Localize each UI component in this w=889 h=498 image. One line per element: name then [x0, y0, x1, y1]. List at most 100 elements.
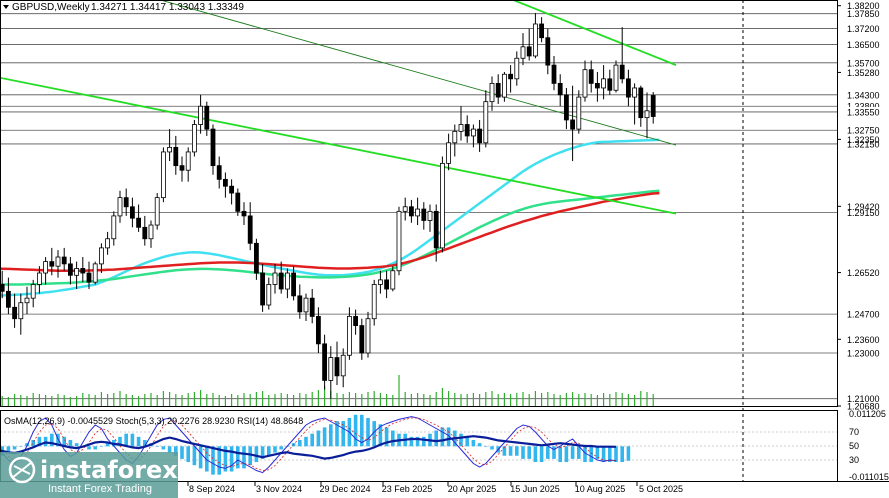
- candle[interactable]: [86, 261, 92, 290]
- candle[interactable]: [123, 188, 129, 216]
- candle[interactable]: [216, 156, 222, 189]
- candle[interactable]: [644, 92, 650, 139]
- candle[interactable]: [173, 135, 179, 175]
- candle[interactable]: [595, 71, 600, 102]
- candle[interactable]: [601, 65, 606, 100]
- candle[interactable]: [384, 270, 390, 299]
- candle[interactable]: [204, 101, 210, 136]
- candle[interactable]: [260, 263, 266, 312]
- candle[interactable]: [470, 124, 476, 148]
- candle[interactable]: [582, 60, 588, 102]
- candle[interactable]: [371, 279, 377, 326]
- candle[interactable]: [167, 129, 173, 162]
- candle[interactable]: [43, 257, 48, 285]
- candle[interactable]: [328, 346, 334, 399]
- candle[interactable]: [421, 202, 427, 230]
- candle[interactable]: [334, 341, 340, 385]
- candle[interactable]: [241, 202, 247, 226]
- candle[interactable]: [539, 17, 544, 43]
- candle[interactable]: [452, 124, 458, 157]
- candlestick-series[interactable]: [0, 13, 656, 399]
- candle[interactable]: [136, 204, 142, 232]
- candle[interactable]: [650, 92, 656, 124]
- candle[interactable]: [191, 119, 197, 157]
- candle[interactable]: [464, 115, 470, 143]
- candle[interactable]: [427, 204, 433, 232]
- candle[interactable]: [588, 60, 594, 93]
- candle[interactable]: [253, 238, 259, 280]
- candle[interactable]: [179, 156, 185, 182]
- candle[interactable]: [402, 197, 408, 221]
- candle[interactable]: [24, 286, 30, 315]
- candle[interactable]: [37, 266, 42, 294]
- candle[interactable]: [576, 90, 582, 134]
- candle[interactable]: [6, 277, 11, 315]
- candle[interactable]: [99, 243, 104, 274]
- candle[interactable]: [564, 87, 569, 130]
- candle[interactable]: [30, 279, 36, 308]
- candle[interactable]: [266, 277, 272, 310]
- candle[interactable]: [613, 60, 619, 93]
- candle[interactable]: [105, 231, 110, 255]
- candle[interactable]: [619, 27, 625, 84]
- candle[interactable]: [129, 197, 135, 228]
- candle[interactable]: [433, 204, 439, 262]
- candle[interactable]: [551, 55, 557, 91]
- candle[interactable]: [477, 119, 483, 152]
- candle[interactable]: [111, 211, 117, 246]
- candle[interactable]: [390, 266, 396, 292]
- candle[interactable]: [284, 268, 290, 299]
- candle[interactable]: [18, 293, 24, 335]
- candle[interactable]: [291, 266, 297, 301]
- candle[interactable]: [483, 90, 489, 148]
- candle[interactable]: [458, 106, 464, 141]
- candle[interactable]: [247, 202, 253, 251]
- candle[interactable]: [272, 263, 278, 294]
- candle[interactable]: [148, 220, 154, 248]
- candle[interactable]: [346, 307, 352, 360]
- candle[interactable]: [607, 69, 613, 95]
- candle[interactable]: [340, 348, 346, 388]
- candle[interactable]: [92, 261, 98, 285]
- candle[interactable]: [309, 289, 315, 324]
- candle[interactable]: [501, 71, 507, 102]
- candle[interactable]: [142, 215, 148, 246]
- candle[interactable]: [557, 74, 563, 107]
- candle[interactable]: [235, 188, 241, 216]
- candle[interactable]: [526, 28, 532, 61]
- candle[interactable]: [626, 69, 631, 107]
- candle[interactable]: [160, 147, 166, 203]
- candle[interactable]: [210, 124, 216, 175]
- candle[interactable]: [570, 85, 575, 162]
- candle[interactable]: [545, 28, 551, 75]
- candle[interactable]: [377, 270, 383, 294]
- candle[interactable]: [638, 85, 644, 127]
- candle[interactable]: [222, 172, 228, 198]
- candle[interactable]: [117, 190, 123, 223]
- candle[interactable]: [408, 199, 414, 223]
- candle[interactable]: [185, 147, 191, 182]
- candle[interactable]: [322, 334, 328, 390]
- candle[interactable]: [229, 179, 235, 205]
- candle[interactable]: [353, 309, 359, 335]
- candle[interactable]: [495, 74, 501, 104]
- candle[interactable]: [49, 247, 55, 276]
- price-axis[interactable]: 1.37850 1.37200 1.36500 1.35700 1.34300 1.338…: [837, 1, 888, 412]
- candle[interactable]: [365, 311, 371, 358]
- candle[interactable]: [514, 51, 520, 86]
- candle[interactable]: [55, 250, 61, 278]
- time-axis[interactable]: 8 Sep 2024 3 Nov 2024 29 Dec 2024 23 Feb 20…: [187, 482, 683, 494]
- candle[interactable]: [80, 257, 86, 283]
- candle[interactable]: [489, 76, 495, 111]
- candle[interactable]: [359, 318, 365, 360]
- candle[interactable]: [632, 83, 637, 125]
- candle[interactable]: [198, 94, 204, 134]
- candle[interactable]: [303, 293, 309, 322]
- candle[interactable]: [74, 261, 79, 290]
- candle[interactable]: [415, 197, 421, 226]
- candle[interactable]: [68, 257, 73, 285]
- candle[interactable]: [12, 293, 18, 328]
- candle[interactable]: [396, 206, 402, 276]
- candle[interactable]: [297, 284, 303, 319]
